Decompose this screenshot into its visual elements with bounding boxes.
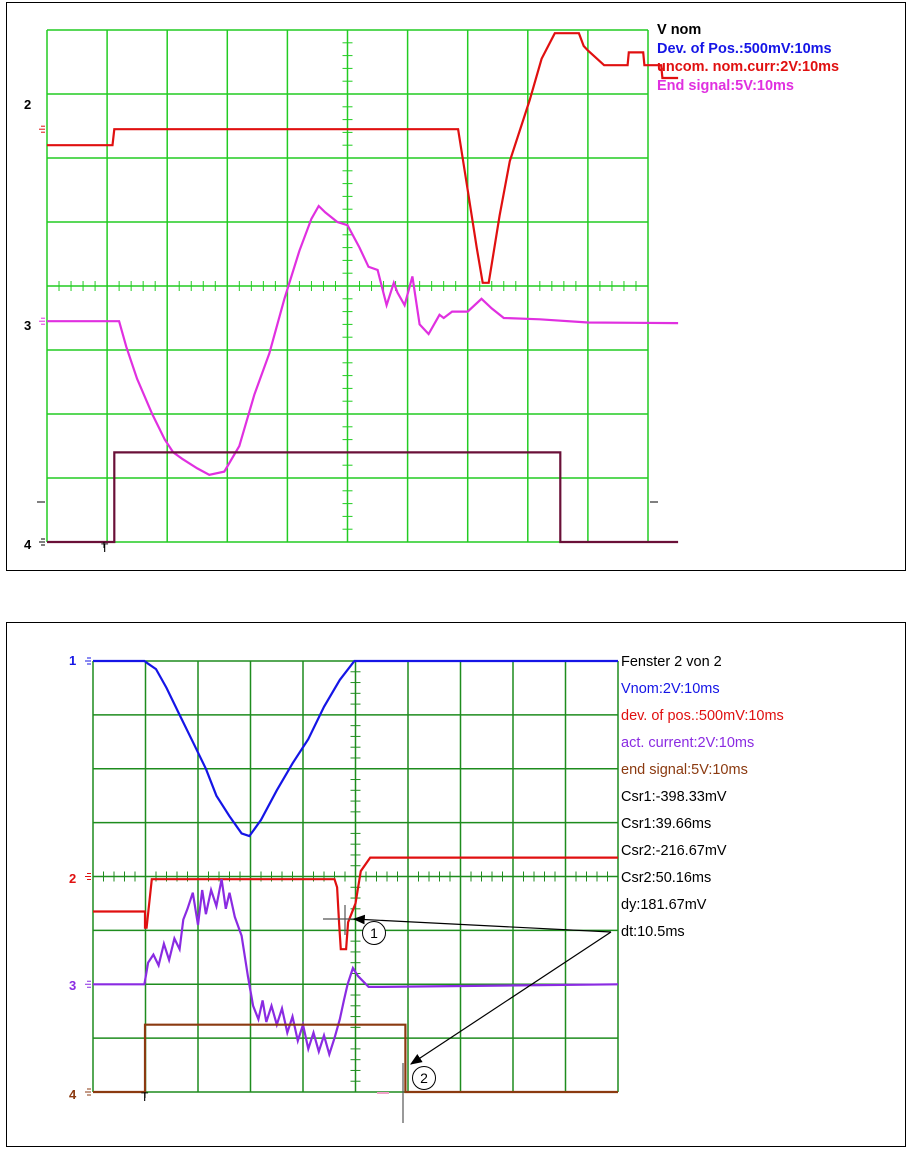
cursor1-y-readout: Csr1:-398.33mV xyxy=(621,789,727,805)
bottom-legend-end-signal: end signal:5V:10ms xyxy=(621,762,748,778)
trace-ch4 xyxy=(93,1023,618,1094)
bottom-scope-plot xyxy=(85,657,619,1123)
dt-readout: dt:10.5ms xyxy=(621,924,685,940)
top-legend-dev-pos: uncom. nom.curr:2V:10ms xyxy=(657,59,840,75)
top-legend-end-signal xyxy=(657,95,839,114)
channel-2-label: 2 xyxy=(24,97,32,112)
cursor2-t-readout: Csr2:50.16ms xyxy=(621,870,712,886)
channel-2-label: 2 xyxy=(69,871,77,886)
channel-3-label: 3 xyxy=(24,318,32,333)
annotation-arrow-1 xyxy=(352,914,612,933)
channel-4-label: 4 xyxy=(69,1087,77,1102)
marker-2: 2 xyxy=(412,1066,436,1090)
trace-ch3 xyxy=(93,878,619,1059)
top-legend-nom-curr: End signal:5V:10ms xyxy=(657,77,794,94)
bottom-legend-act-current: act. current:2V:10ms xyxy=(621,735,755,751)
trace-ch1 xyxy=(93,659,618,838)
bottom-legend: Fenster 2 von 2 Vnom:2V:10ms dev. of pos… xyxy=(621,649,784,946)
channel-3-label: 3 xyxy=(69,978,77,993)
top-scope-plot xyxy=(37,29,679,548)
annotation-arrow-2 xyxy=(409,931,612,1065)
bottom-scope-panel: 1 2 3 4 T Fenster 2 von 2 Vnom:2V:10ms d… xyxy=(6,622,906,1147)
trace-ch3 xyxy=(47,204,679,476)
bottom-legend-vnom: Vnom:2V:10ms xyxy=(621,681,720,697)
cursor2-y-readout: Csr2:-216.67mV xyxy=(621,843,727,859)
top-scope-panel: 2 3 4 T V nom Dev. of Pos.:500mV:10ms un… xyxy=(6,2,906,571)
channel-4-label: 4 xyxy=(24,537,32,552)
trigger-marker-label: T xyxy=(141,1090,149,1104)
bottom-legend-dev-pos: dev. of pos.:500mV:10ms xyxy=(621,708,784,724)
trace-ch2 xyxy=(93,856,618,951)
trace-ch2 xyxy=(47,32,679,284)
marker-1: 1 xyxy=(362,921,386,945)
top-legend-vnom: Dev. of Pos.:500mV:10ms xyxy=(657,40,832,57)
cursor1-t-readout: Csr1:39.66ms xyxy=(621,816,712,832)
top-legend-title: V nom xyxy=(657,22,702,38)
bottom-legend-title: Fenster 2 von 2 xyxy=(621,654,722,670)
trigger-marker-label: T xyxy=(101,541,109,555)
dy-readout: dy:181.67mV xyxy=(621,897,707,913)
channel-1-label: 1 xyxy=(69,653,77,668)
trace-ch4 xyxy=(47,451,679,544)
top-legend: V nom Dev. of Pos.:500mV:10ms uncom. nom… xyxy=(657,21,839,114)
